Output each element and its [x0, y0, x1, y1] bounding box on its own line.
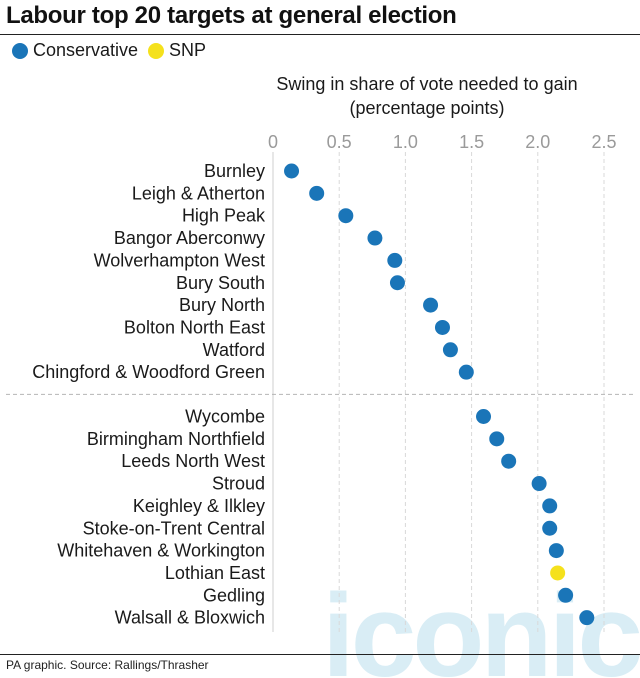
x-tick-label: 1.5	[459, 132, 484, 152]
seat-label: Burnley	[204, 161, 265, 181]
data-point	[387, 252, 403, 268]
data-point	[550, 565, 566, 581]
data-point	[542, 498, 558, 514]
seat-label: Watford	[203, 340, 265, 360]
data-point	[309, 185, 325, 201]
data-point	[389, 275, 405, 291]
x-tick-label: 2.5	[591, 132, 616, 152]
data-point	[442, 342, 458, 358]
data-point	[489, 431, 505, 447]
seat-label: Stoke-on-Trent Central	[83, 518, 265, 538]
seat-label: Wolverhampton West	[94, 250, 265, 270]
seat-label: Birmingham Northfield	[87, 429, 265, 449]
x-tick-label: 0	[268, 132, 278, 152]
data-point	[434, 319, 450, 335]
seat-label: Gedling	[203, 585, 265, 605]
data-point	[458, 364, 474, 380]
x-axis-title-line-2: (percentage points)	[349, 98, 505, 118]
seat-label: Wycombe	[185, 407, 265, 427]
seat-label: Bolton North East	[124, 317, 265, 337]
data-point	[367, 230, 383, 246]
data-point	[558, 587, 574, 603]
data-point	[476, 409, 492, 424]
x-axis-title: Swing in share of vote needed to gain (p…	[262, 72, 592, 120]
data-point	[579, 610, 595, 626]
x-axis-title-line-1: Swing in share of vote needed to gain	[276, 74, 578, 94]
legend-item-snp: SNP	[148, 40, 206, 61]
title-rule	[0, 34, 640, 35]
legend-swatch-snp	[148, 42, 165, 59]
seat-label: Bury North	[179, 295, 265, 315]
seat-label: Whitehaven & Workington	[57, 541, 265, 561]
data-point	[501, 453, 517, 469]
seat-label: Chingford & Woodford Green	[32, 362, 265, 382]
legend-swatch-conservative	[12, 42, 28, 59]
data-point	[542, 520, 558, 536]
data-point	[531, 476, 547, 492]
data-point	[338, 208, 354, 224]
seat-label: Lothian East	[165, 563, 265, 583]
seat-label: High Peak	[182, 206, 266, 226]
source-note: PA graphic. Source: Rallings/Thrasher	[6, 658, 209, 672]
chart-title: Labour top 20 targets at general electio…	[6, 2, 457, 29]
x-tick-label: 0.5	[327, 132, 352, 152]
legend-label-snp: SNP	[169, 40, 207, 60]
data-point	[284, 163, 300, 179]
legend-item-conservative: Conservative	[12, 40, 138, 61]
legend-label-conservative: Conservative	[33, 40, 139, 60]
seat-label: Leigh & Atherton	[132, 183, 265, 203]
seat-label: Stroud	[212, 474, 265, 494]
footer-rule	[0, 654, 640, 655]
seat-label: Walsall & Bloxwich	[115, 608, 265, 628]
x-tick-label: 2.0	[525, 132, 550, 152]
x-tick-label: 1.0	[393, 132, 418, 152]
seat-label: Bury South	[176, 273, 265, 293]
data-point	[548, 543, 564, 559]
legend: Conservative SNP	[12, 40, 216, 61]
watermark-logo: iconic	[322, 570, 640, 678]
seat-label: Bangor Aberconwy	[114, 228, 265, 248]
seat-label: Keighley & Ilkley	[133, 496, 265, 516]
data-point	[423, 297, 439, 313]
seat-label: Leeds North West	[121, 451, 265, 471]
